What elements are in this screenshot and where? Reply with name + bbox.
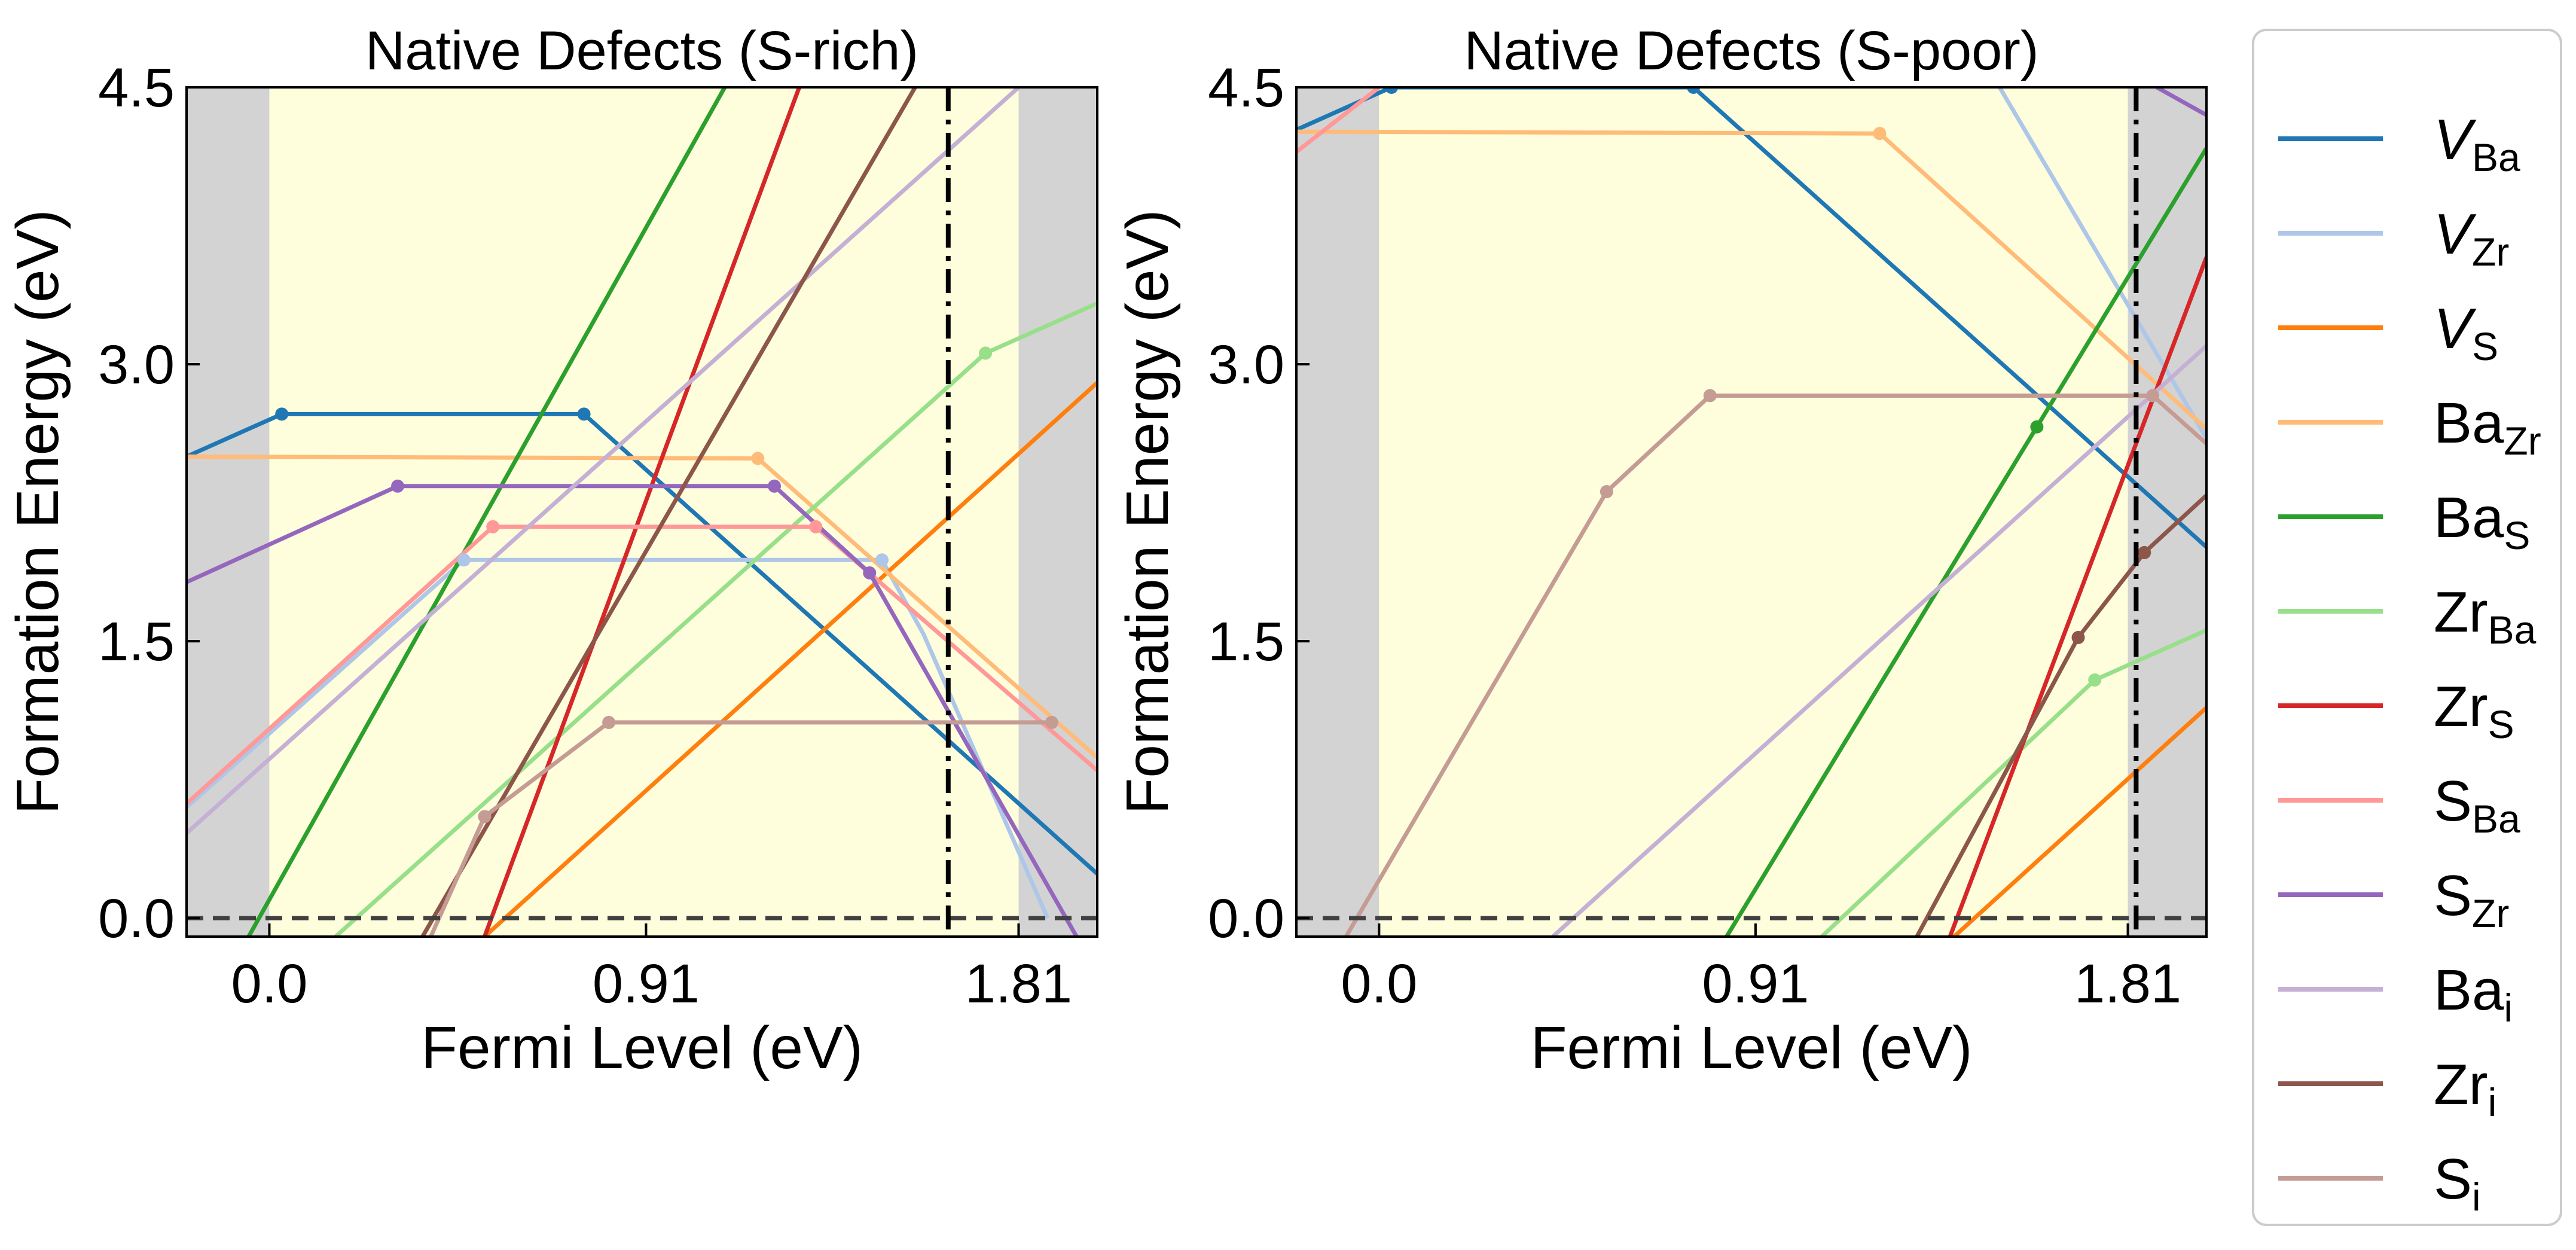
series-v-ba — [1296, 87, 2206, 549]
kink-marker-s-ba — [809, 520, 823, 533]
legend-label: VS — [2434, 297, 2498, 368]
x-axis-label: Fermi Level (eV) — [1530, 1014, 1972, 1081]
series-v-s — [1952, 706, 2206, 937]
legend-label: SBa — [2434, 769, 2520, 841]
y-tick-label: 1.5 — [98, 611, 175, 672]
x-axis-label: Fermi Level (eV) — [421, 1014, 863, 1081]
x-tick-label: 1.81 — [2074, 953, 2181, 1014]
kink-marker-s-i — [1703, 389, 1717, 403]
kink-marker-s-i — [1045, 715, 1058, 729]
kink-marker-v-ba — [577, 407, 591, 421]
y-axis-label: Formation Energy (eV) — [1114, 209, 1181, 814]
series-zr-s — [1948, 256, 2206, 937]
legend-entry-ba-i: Bai — [2278, 958, 2513, 1030]
x-tick-label: 0.0 — [1341, 953, 1417, 1014]
kink-marker-v-ba — [275, 407, 289, 421]
legend-label: Si — [2434, 1147, 2481, 1219]
legend-entry-zr-ba: ZrBa — [2278, 580, 2537, 652]
kink-marker-ba-zr — [1873, 127, 1887, 141]
kink-marker-v-ba — [1687, 87, 1701, 94]
above-gap-region — [1018, 87, 1097, 937]
legend-entry-s-ba: SBa — [2278, 769, 2520, 841]
kink-marker-zr-ba — [979, 346, 993, 360]
y-tick-label: 0.0 — [1208, 888, 1284, 949]
legend-label: Zri — [2434, 1053, 2496, 1124]
series-zr-i — [420, 87, 917, 937]
band-gap-region — [1379, 87, 2128, 937]
series-s-ba — [1296, 87, 1381, 154]
legend-entry-s-zr: SZr — [2278, 864, 2509, 935]
y-tick-label: 4.5 — [98, 57, 175, 118]
kink-marker-s-ba — [486, 520, 500, 533]
legend-entry-ba-s: BaS — [2278, 486, 2530, 557]
kink-marker-s-i — [478, 810, 492, 824]
x-tick-label: 0.91 — [593, 953, 700, 1014]
legend-label: BaS — [2434, 486, 2530, 557]
x-tick-label: 0.0 — [231, 953, 308, 1014]
y-axis-label: Formation Energy (eV) — [4, 209, 71, 814]
kink-marker-ba-zr — [751, 452, 765, 465]
kink-marker-s-zr — [863, 566, 877, 580]
legend-entry-zr-s: ZrS — [2278, 675, 2514, 746]
panel-title: Native Defects (S-rich) — [365, 20, 918, 81]
legend-entry-s-i: Si — [2278, 1147, 2481, 1219]
series-s-i — [429, 720, 1052, 937]
kink-marker-zr-ba — [2088, 673, 2102, 687]
y-tick-label: 1.5 — [1208, 611, 1284, 672]
legend-entry-ba-zr: BaZr — [2278, 391, 2541, 463]
legend: VBa VZr VS BaZr BaS ZrBa ZrS SBa SZr Bai Zri Si — [2252, 29, 2562, 1226]
legend-entry-zr-i: Zri — [2278, 1053, 2496, 1124]
series-s-zr — [2156, 87, 2206, 117]
legend-label: Bai — [2434, 958, 2513, 1030]
series-v-s — [483, 381, 1097, 937]
y-tick-label: 4.5 — [1208, 57, 1284, 118]
panel-title: Native Defects (S-poor) — [1464, 20, 2038, 81]
y-tick-label: 0.0 — [98, 888, 175, 949]
kink-marker-zr-i — [2071, 630, 2085, 644]
series-ba-i — [1551, 344, 2206, 937]
legend-entry-v-zr: VZr — [2278, 202, 2509, 274]
y-tick-label: 3.0 — [98, 334, 175, 395]
kink-marker-ba-s — [2030, 420, 2044, 434]
kink-marker-s-zr — [768, 479, 782, 493]
legend-label: ZrBa — [2434, 580, 2537, 652]
x-tick-label: 1.81 — [965, 953, 1072, 1014]
series-zr-s — [483, 87, 801, 937]
panel-s-rich: 0.0 0.91 1.81 0.0 1.5 3.0 4.5 Native Defects (S… — [4, 20, 1098, 1081]
legend-entry-v-ba: VBa — [2278, 108, 2520, 179]
axes-frame — [185, 86, 1098, 938]
panel-s-poor: 0.0 0.91 1.81 0.0 1.5 3.0 4.5 Native Defects (S… — [1114, 20, 2208, 1081]
axes-frame — [1295, 86, 2208, 938]
plot-area — [1296, 87, 2206, 937]
kink-marker-s-zr — [391, 479, 405, 493]
legend-label: BaZr — [2434, 391, 2541, 463]
series-v-ba — [187, 411, 1097, 876]
series-ba-s — [1725, 147, 2206, 937]
legend-label: VZr — [2434, 202, 2509, 274]
legend-label: SZr — [2434, 864, 2509, 935]
kink-marker-zr-i — [2138, 545, 2151, 559]
legend-entry-v-s: VS — [2278, 297, 2498, 368]
series-ba-s — [246, 87, 727, 937]
series-ba-i — [187, 87, 1020, 835]
below-gap-region — [187, 87, 270, 937]
y-tick-label: 3.0 — [1208, 334, 1284, 395]
kink-marker-s-i — [2146, 389, 2160, 403]
kink-marker-v-zr — [875, 553, 889, 567]
below-gap-region — [1296, 87, 1379, 937]
x-tick-label: 0.91 — [1702, 953, 1809, 1014]
plot-area — [187, 87, 1097, 937]
kink-marker-s-i — [1600, 485, 1613, 499]
kink-marker-v-ba — [1385, 87, 1399, 94]
legend-label: VBa — [2434, 108, 2520, 179]
kink-marker-s-i — [602, 715, 616, 729]
kink-marker-v-zr — [457, 553, 471, 567]
series-s-ba — [187, 525, 1097, 806]
series-zr-i — [1915, 493, 2206, 937]
legend-label: ZrS — [2434, 675, 2514, 746]
